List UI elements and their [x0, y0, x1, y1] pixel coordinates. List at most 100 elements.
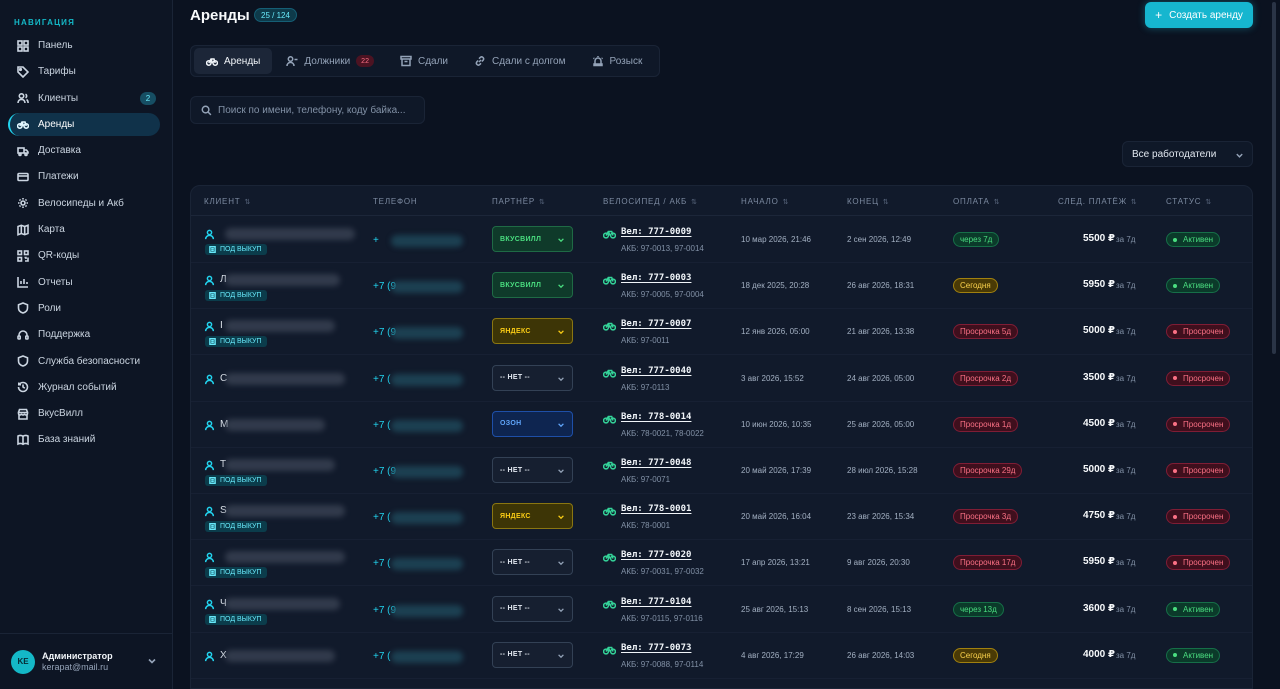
client-name[interactable]: Х — [220, 649, 227, 661]
chevron-down-icon — [558, 330, 564, 335]
table-row[interactable]: ПОД ВЫКУП +7 (-- НЕТ -- Вел: 777-0020 АКБ: … — [191, 540, 1252, 587]
column-header-2[interactable]: ПАРТНЁР ⇅ — [492, 197, 546, 206]
table-row[interactable]: ПОД ВЫКУП + ВКУСВИЛЛ Вел: 777-0009 АКБ: 97-0… — [191, 217, 1252, 263]
start-date: 10 июн 2026, 10:35 — [741, 419, 812, 429]
count-badge: 25 / 124 — [254, 8, 297, 22]
partner-select[interactable]: ЯНДЕКС — [492, 503, 573, 530]
bike-link[interactable]: Вел: 777-0040 — [621, 365, 692, 376]
phone-link[interactable]: +7 (9 — [373, 281, 397, 293]
bike-link[interactable]: Вел: 777-0007 — [621, 319, 692, 330]
column-header-8[interactable]: СТАТУС ⇅ — [1166, 197, 1212, 206]
table-row[interactable]: Т ПОД ВЫКУП +7 (9 -- НЕТ -- Вел: 777-0048 АКБ… — [191, 448, 1252, 494]
column-header-label: СТАТУС — [1166, 197, 1202, 206]
client-name[interactable]: Л — [220, 274, 227, 286]
phone-link[interactable]: +7 ( — [373, 558, 391, 570]
search-box[interactable] — [190, 96, 425, 124]
client-name[interactable]: М — [220, 419, 228, 430]
table-header: КЛИЕНТ ⇅ ТЕЛЕФОН ПАРТНЁР ⇅ ВЕЛОСИПЕД / АКБ ⇅ НА… — [191, 186, 1252, 216]
sidebar-item-14[interactable]: ВкусВилл — [8, 402, 160, 425]
employer-select[interactable]: Все работодатели — [1122, 141, 1253, 167]
table-row[interactable]: Ч ПОД ВЫКУП +7 (9 -- НЕТ -- Вел: 777-0104 АКБ… — [191, 587, 1252, 633]
phone-link[interactable]: +7 ( — [373, 419, 391, 431]
client-name[interactable]: С — [220, 372, 228, 384]
partner-select[interactable]: ЯНДЕКС — [492, 318, 573, 345]
bike-link[interactable]: Вел: 777-0020 — [621, 550, 692, 561]
phone-link[interactable]: +7 ( — [373, 373, 391, 385]
bike-icon — [602, 320, 617, 332]
client-name[interactable]: Т — [220, 459, 227, 470]
bike-link[interactable]: Вел: 777-0003 — [621, 273, 692, 284]
tab-1[interactable]: Должники 22 — [274, 48, 386, 74]
user-icon — [204, 229, 215, 240]
sidebar-item-7[interactable]: Карта — [8, 218, 160, 241]
sort-icon: ⇅ — [1205, 198, 1213, 206]
sidebar-item-1[interactable]: Тарифы — [8, 60, 160, 83]
sidebar-item-12[interactable]: Служба безопасности — [8, 350, 160, 373]
bike-link[interactable]: Вел: 778-0014 — [621, 411, 692, 422]
sidebar-item-0[interactable]: Панель — [8, 34, 160, 57]
table-row[interactable]: М +7 (ОЗОН Вел: 778-0014 АКБ: 78-0021, 78-0… — [191, 402, 1252, 448]
column-header-6[interactable]: ОПЛАТА ⇅ — [953, 197, 1000, 206]
redacted-phone — [391, 419, 463, 432]
bike-link[interactable]: Вел: 777-0009 — [621, 227, 692, 237]
search-input[interactable] — [218, 104, 418, 116]
tab-2[interactable]: Сдали — [388, 48, 460, 74]
table-row[interactable]: Х +7 (-- НЕТ -- Вел: 777-0073 АКБ: 97-0088,… — [191, 633, 1252, 679]
chart-icon — [17, 276, 29, 288]
client-name[interactable]: Ч — [220, 597, 227, 609]
buyout-badge: ПОД ВЫКУП — [205, 290, 267, 302]
column-header-4[interactable]: НАЧАЛО ⇅ — [741, 197, 789, 206]
bike-link[interactable]: Вел: 777-0104 — [621, 596, 692, 607]
sidebar-item-11[interactable]: Поддержка — [8, 323, 160, 346]
sidebar-item-3[interactable]: Аренды — [8, 112, 160, 136]
sort-icon: ⇅ — [993, 198, 1001, 206]
partner-select[interactable]: -- НЕТ -- — [492, 549, 573, 576]
table-row[interactable]: S ПОД ВЫКУП +7 (ЯНДЕКС Вел: 778-0001 АКБ: 78… — [191, 494, 1252, 541]
table-row[interactable]: С +7 (-- НЕТ -- Вел: 777-0040 АКБ: 97-0113 3… — [191, 356, 1252, 402]
user-icon — [204, 321, 215, 332]
bike-link[interactable]: Вел: 777-0073 — [621, 642, 692, 653]
sidebar-item-5[interactable]: Платежи — [8, 165, 160, 188]
partner-select[interactable]: ВКУСВИЛЛ — [492, 226, 573, 252]
status-badge: Просрочен — [1166, 416, 1231, 432]
phone-link[interactable]: +7 (9 — [373, 466, 397, 477]
user-menu[interactable]: KE Администратор kerapat@mail.ru — [0, 633, 173, 689]
tab-0[interactable]: Аренды — [194, 48, 273, 74]
tab-4[interactable]: Розыск — [580, 48, 655, 74]
phone-link[interactable]: +7 ( — [373, 650, 391, 662]
partner-select[interactable]: -- НЕТ -- — [492, 457, 573, 483]
partner-select[interactable]: -- НЕТ -- — [492, 641, 573, 668]
client-name[interactable]: S — [220, 505, 227, 517]
partner-select[interactable]: -- НЕТ -- — [492, 595, 573, 622]
client-name[interactable]: I — [220, 320, 223, 332]
sidebar-item-6[interactable]: Велосипеды и Акб — [8, 192, 160, 215]
chevron-down-icon[interactable] — [147, 656, 157, 666]
phone-link[interactable]: +7 (9 — [373, 327, 397, 339]
sidebar-item-8[interactable]: QR-коды — [8, 244, 160, 267]
partner-select[interactable]: ВКУСВИЛЛ — [492, 272, 573, 299]
bike-link[interactable]: Вел: 778-0001 — [621, 504, 692, 515]
column-header-5[interactable]: КОНЕЦ ⇅ — [847, 197, 890, 206]
column-header-3[interactable]: ВЕЛОСИПЕД / АКБ ⇅ — [603, 197, 698, 206]
table-row[interactable]: Л ПОД ВЫКУП +7 (9 ВКУСВИЛЛ Вел: 777-0003 АКБ:… — [191, 263, 1252, 310]
sidebar-item-9[interactable]: Отчеты — [8, 271, 160, 294]
sidebar-item-13[interactable]: Журнал событий — [8, 376, 160, 399]
column-header-7[interactable]: СЛЕД. ПЛАТЁЖ ⇅ — [1058, 197, 1138, 206]
phone-link[interactable]: +7 (9 — [373, 604, 397, 616]
sidebar-item-4[interactable]: Доставка — [8, 139, 160, 162]
end-date: 23 авг 2026, 15:34 — [847, 512, 915, 522]
bike-link[interactable]: Вел: 777-0048 — [621, 458, 692, 468]
create-rental-button[interactable]: + Создать аренду — [1145, 2, 1253, 28]
table-row[interactable]: I ПОД ВЫКУП +7 (9 ЯНДЕКС Вел: 777-0007 АКБ: 9… — [191, 309, 1252, 356]
phone-link[interactable]: + — [373, 235, 379, 246]
partner-select[interactable]: -- НЕТ -- — [492, 364, 573, 391]
column-header-0[interactable]: КЛИЕНТ ⇅ — [204, 197, 251, 206]
page-scrollbar[interactable] — [1272, 2, 1276, 354]
phone-link[interactable]: +7 ( — [373, 512, 391, 524]
sidebar-item-10[interactable]: Роли — [8, 297, 160, 320]
partner-select[interactable]: ОЗОН — [492, 410, 573, 437]
tab-3[interactable]: Сдали с долгом — [462, 48, 577, 74]
chevron-down-icon — [558, 515, 564, 520]
sidebar-item-15[interactable]: База знаний — [8, 428, 160, 451]
sidebar-item-2[interactable]: Клиенты 2 — [8, 87, 160, 110]
